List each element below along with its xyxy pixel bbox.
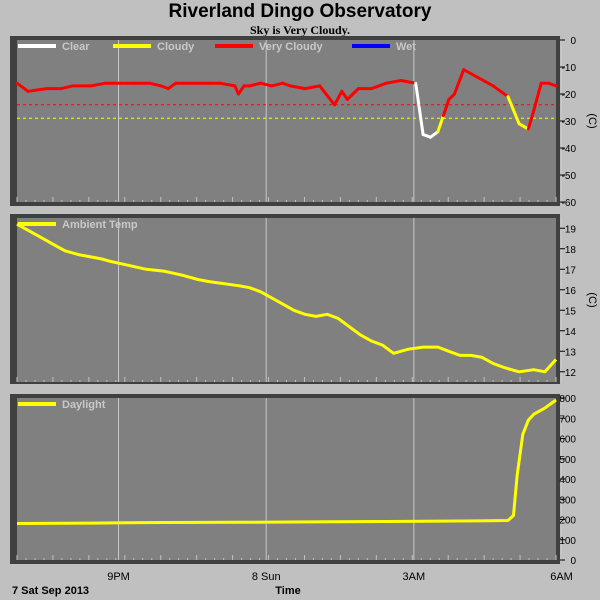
y-tick-label: 200 [559,516,576,527]
page-title: Riverland Dingo Observatory [168,1,432,22]
y-tick-label: 15 [565,306,577,317]
y-tick-label: 700 [559,414,576,425]
y-tick-label: 500 [559,455,576,466]
y-tick-label: -50 [562,171,577,182]
x-tick-label: 9PM [107,571,130,583]
series-line [16,398,557,525]
legend-label: Wet [396,41,416,53]
y-tick-label: -60 [562,198,577,209]
y-tick-label: 0 [570,36,576,47]
series-segment [399,79,418,85]
legend-label: Cloudy [157,41,195,53]
series-segment [340,89,349,101]
series-segment [270,81,285,88]
series-segment [15,81,30,93]
series-segment [303,84,322,91]
series-segment [26,87,49,93]
series-segment [428,130,440,139]
y-tick-label: -20 [562,90,577,101]
x-tick-label: 6AM [550,571,573,583]
chart-panel-daylight [10,394,565,564]
y-tick-label: 13 [565,347,577,358]
series-segment [369,81,388,91]
y-tick-label: 16 [565,286,577,297]
sky-status-subtitle: Sky is Very Cloudy. [249,23,351,37]
series-segment [414,81,425,136]
series-segment [166,81,178,91]
series-segment [462,68,480,80]
chart-panel-ambient-temperature [10,214,565,384]
y-tick-label: 0 [570,556,576,567]
series-segment [318,84,336,107]
series-segment [148,81,163,88]
series-segment [517,122,530,131]
y-axis-label: (C) [586,292,598,307]
series-segment [532,81,543,112]
legend-label: Very Cloudy [259,41,323,53]
series-segment [288,84,307,91]
series-segment [89,81,108,88]
plot-area [17,398,556,560]
plot-area [17,40,556,202]
y-tick-label: 12 [565,368,577,379]
series-segment [506,95,521,126]
legend-label: Clear [62,41,90,53]
y-tick-label: 800 [559,394,576,405]
chart-panel-sky-temperature [10,36,565,206]
x-axis-label: Time [275,585,300,597]
date-label: 7 Sat Sep 2013 [12,585,89,597]
y-tick-label: -40 [562,144,577,155]
x-tick-label: 8 Sun [252,571,281,583]
series-segment [237,84,246,96]
series-segment [441,97,451,118]
y-tick-label: 14 [565,327,577,338]
series-segment [332,89,344,107]
series-line [16,222,558,374]
series-segment [547,81,558,88]
series-segment [436,114,445,134]
legend-label: Daylight [62,399,106,411]
y-tick-label: 400 [559,475,576,486]
series-segment [59,84,74,91]
y-tick-label: 18 [565,245,577,256]
series-segment [452,68,466,96]
y-tick-label: 19 [565,224,577,235]
y-tick-label: 300 [559,495,576,506]
series-segment [476,76,495,88]
y-axis-label: (C) [586,113,598,128]
y-tick-label: -10 [562,63,577,74]
series-segment [259,81,274,88]
y-tick-label: 600 [559,435,576,446]
legend-label: Ambient Temp [62,219,138,231]
series-segment [218,81,237,88]
series-segment [248,81,263,88]
x-tick-label: 3AM [403,571,426,583]
series-segment [526,108,536,131]
series-segment [491,84,510,99]
y-tick-label: 100 [559,536,576,547]
series-segment [384,79,403,85]
y-tick-label: 17 [565,265,577,276]
y-tick-label: -30 [562,117,577,128]
